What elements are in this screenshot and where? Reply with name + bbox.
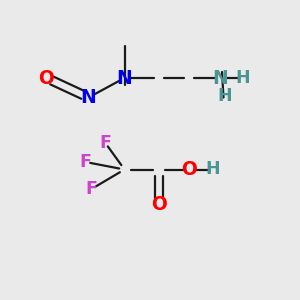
Text: H: H [206,160,220,178]
Text: F: F [80,153,92,171]
Text: H: H [218,87,232,105]
Text: N: N [117,68,132,88]
Text: N: N [213,68,228,88]
Text: F: F [99,134,111,152]
Text: H: H [235,69,250,87]
Text: O: O [151,194,167,214]
Text: N: N [81,88,96,107]
Text: O: O [181,160,197,179]
Text: F: F [85,180,98,198]
Text: O: O [39,68,54,88]
